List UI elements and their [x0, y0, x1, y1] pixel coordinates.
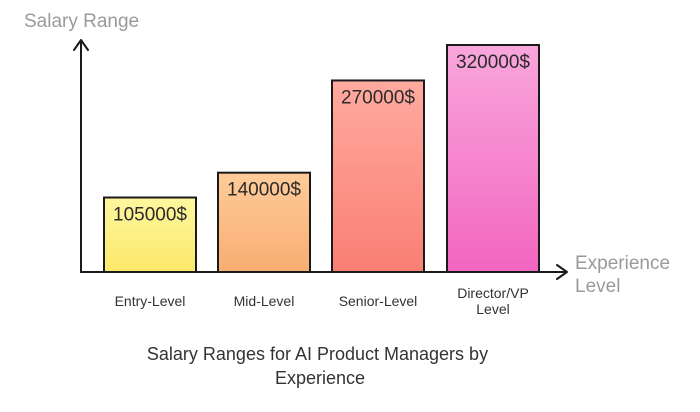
category-label-entry-level: Entry-Level: [115, 293, 186, 309]
bar-entry-level: [103, 196, 197, 273]
bar-director-vp-level: [446, 44, 540, 273]
category-label-line: Level: [476, 301, 509, 317]
category-label-mid-level: Mid-Level: [234, 293, 295, 309]
category-label-director-vp-level: Director/VP Level: [457, 285, 529, 317]
category-label-line: Director/VP: [457, 285, 529, 301]
value-label-entry-level: 105000$: [113, 205, 187, 226]
y-axis-label: Salary Range: [24, 11, 139, 32]
category-label-line: Entry-Level: [115, 293, 186, 309]
category-label-line: Mid-Level: [234, 293, 295, 309]
chart-title-line-1: Salary Ranges for AI Product Managers by: [147, 344, 488, 364]
x-axis-arrowhead: [556, 264, 568, 280]
x-axis-label: Experience Level: [575, 253, 675, 297]
value-label-mid-level: 140000$: [227, 180, 301, 201]
value-label-senior-level: 270000$: [341, 87, 415, 108]
chart-title-line-2: Experience: [275, 368, 365, 388]
x-axis-label-line-1: Experience: [575, 253, 670, 274]
category-label-line: Senior-Level: [339, 293, 418, 309]
chart-title: Salary Ranges for AI Product Managers by…: [147, 344, 493, 388]
x-axis-label-line-2: Level: [575, 276, 620, 297]
y-axis-arrowhead: [73, 39, 89, 51]
bar-senior-level: [331, 79, 425, 273]
category-label-senior-level: Senior-Level: [339, 293, 418, 309]
value-label-director-vp-level: 320000$: [456, 52, 530, 73]
bars-group: 105000$ Entry-Level 140000$ Mid-Level 270000…: [103, 44, 540, 317]
bar-mid-level: [217, 171, 311, 273]
